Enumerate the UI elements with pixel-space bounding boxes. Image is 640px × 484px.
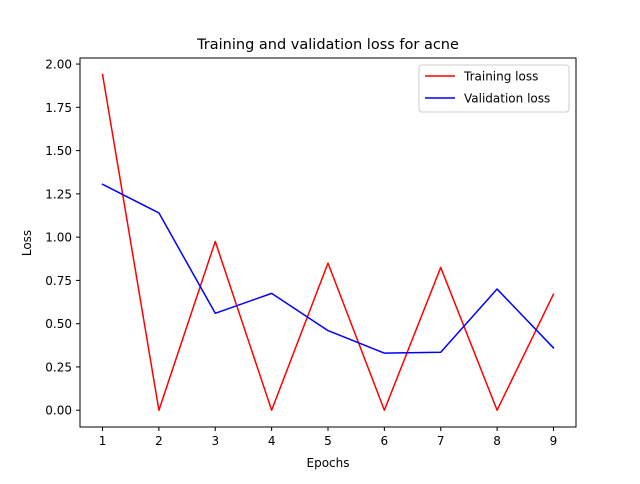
x-tick-label: 1 (99, 434, 107, 448)
y-tick-label: 0.50 (45, 317, 72, 331)
y-tick-label: 2.00 (45, 58, 72, 72)
series-line-training-loss (101, 73, 555, 411)
chart-title: Training and validation loss for acne (196, 37, 459, 53)
legend-label: Validation loss (464, 92, 550, 106)
x-axis: 1 2 3 4 5 6 7 8 9 (99, 427, 558, 448)
y-tick-label: 0.25 (45, 360, 72, 374)
y-tick-label: 1.25 (45, 187, 72, 201)
x-tick-label: 4 (268, 434, 276, 448)
y-tick-label: 0.00 (45, 404, 72, 418)
legend-box (418, 64, 570, 113)
x-tick-label: 6 (381, 434, 389, 448)
x-tick-label: 2 (155, 434, 163, 448)
x-tick-label: 5 (324, 434, 332, 448)
series-line-validation-loss (101, 183, 555, 354)
legend: Training loss Validation loss (418, 64, 570, 113)
x-tick-label: 7 (437, 434, 445, 448)
y-tick-label: 1.00 (45, 231, 72, 245)
series-layer (101, 73, 555, 411)
x-tick-label: 9 (550, 434, 558, 448)
x-tick-label: 3 (211, 434, 219, 448)
y-tick-label: 1.75 (45, 101, 72, 115)
y-tick-label: 1.50 (45, 144, 72, 158)
legend-label: Training loss (463, 70, 538, 84)
y-axis-label: Loss (20, 230, 34, 256)
y-axis: 0.00 0.25 0.50 0.75 1.00 1.25 1.50 1.75 2.00 (45, 58, 80, 418)
y-tick-label: 0.75 (45, 274, 72, 288)
x-axis-label: Epochs (307, 456, 350, 470)
x-tick-label: 8 (493, 434, 501, 448)
